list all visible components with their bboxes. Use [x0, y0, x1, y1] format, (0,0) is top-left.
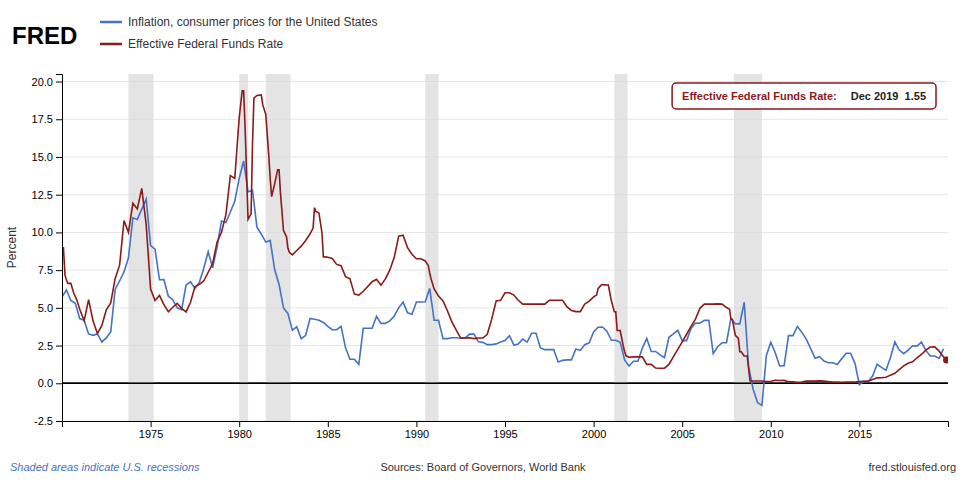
recession-band	[266, 74, 291, 421]
grid-line	[62, 232, 948, 233]
y-tick: 15.0	[32, 151, 62, 163]
x-tick: 2000	[582, 421, 606, 440]
x-tick-mark	[328, 421, 329, 427]
plot-area	[62, 74, 948, 421]
y-tick-mark	[56, 232, 62, 233]
recession-band	[239, 74, 248, 421]
y-tick-label: 10.0	[32, 226, 53, 238]
x-tick: 2005	[670, 421, 694, 440]
legend-swatch	[100, 21, 122, 24]
y-tick-label: 17.5	[32, 113, 53, 125]
tooltip: Effective Federal Funds Rate: Dec 2019 1.…	[672, 83, 936, 109]
x-tick-mark	[151, 421, 152, 427]
x-tick: 1975	[139, 421, 163, 440]
x-tick-label: 1995	[493, 428, 517, 440]
legend-entry: Inflation, consumer prices for the Unite…	[128, 15, 377, 29]
y-axis-title: Percent	[5, 226, 19, 268]
y-tick: 2.5	[38, 340, 62, 352]
title: FRED	[12, 22, 77, 49]
recession-band	[614, 74, 627, 421]
x-tick: 2010	[759, 421, 783, 440]
x-tick: 1995	[493, 421, 517, 440]
grid-line	[62, 307, 948, 308]
x-tick: 1980	[227, 421, 251, 440]
y-tick-label: 2.5	[38, 340, 53, 352]
x-tick-mark	[239, 421, 240, 427]
tooltip-value: Dec 2019 1.55	[851, 90, 926, 102]
grid-line	[62, 81, 948, 82]
footer-note: Shaded areas indicate U.S. recessions	[10, 461, 200, 473]
x-tick-label: 2005	[670, 428, 694, 440]
y-tick-mark	[56, 383, 62, 384]
zero-line	[62, 383, 948, 385]
footer-site: fred.stlouisfed.org	[869, 461, 956, 473]
footer-source: Sources: Board of Governors, World Bank	[380, 461, 586, 473]
grid-line	[62, 119, 948, 120]
y-tick-mark	[56, 308, 62, 309]
y-tick: 17.5	[32, 113, 62, 125]
y-tick-mark	[56, 421, 62, 422]
series-line	[62, 91, 947, 382]
x-tick-label: 1975	[139, 428, 163, 440]
x-tick-mark	[771, 421, 772, 427]
y-tick-mark	[56, 157, 62, 158]
x-tick-mark	[416, 421, 417, 427]
x-axis: 1975 1980 1985 1990 1995 2000 2005 2010 2015	[63, 421, 949, 440]
y-tick: 12.5	[32, 189, 62, 201]
y-tick: 7.5	[38, 264, 62, 276]
x-tick-mark	[859, 421, 860, 427]
legend-entry: Effective Federal Funds Rate	[128, 37, 284, 51]
y-tick-mark	[56, 346, 62, 347]
y-tick: 5.0	[38, 302, 62, 314]
grid-line	[62, 345, 948, 346]
y-tick-label: 12.5	[32, 189, 53, 201]
y-tick-label: -2.5	[34, 415, 53, 427]
y-tick: 0.0	[38, 377, 62, 389]
grid-line	[62, 194, 948, 195]
y-tick-label: 5.0	[38, 302, 53, 314]
x-tick: 1985	[316, 421, 340, 440]
x-tick-mark	[594, 421, 595, 427]
y-tick-mark	[56, 195, 62, 196]
y-tick: 10.0	[32, 226, 62, 238]
x-tick-mark	[505, 421, 506, 427]
chart-container: 1975 1980 1985 1990 1995 2000 2005 2010 2015 -2.5…	[0, 0, 966, 483]
y-tick-label: 0.0	[38, 377, 53, 389]
y-tick: 20.0	[32, 76, 62, 88]
x-tick-label: 2000	[582, 428, 606, 440]
tooltip-box	[672, 83, 936, 109]
y-tick-label: 15.0	[32, 151, 53, 163]
recession-band	[425, 74, 438, 421]
y-tick-mark	[56, 119, 62, 120]
series-line	[62, 161, 944, 405]
x-tick-label: 1980	[227, 428, 251, 440]
y-tick: -2.5	[34, 415, 62, 427]
x-tick-label: 1985	[316, 428, 340, 440]
x-tick-mark	[682, 421, 683, 427]
y-axis: -2.5 0.0 2.5 5.0 7.5 10.0 12.5 15.0 17.5 20.0	[32, 75, 63, 428]
legend: Inflation, consumer prices for the Unite…	[100, 15, 377, 51]
recession-band	[128, 74, 153, 421]
x-tick-label: 1990	[405, 428, 429, 440]
x-tick-label: 2010	[759, 428, 783, 440]
y-tick-mark	[56, 270, 62, 271]
grid-line	[62, 156, 948, 157]
x-tick-label: 2015	[848, 428, 872, 440]
y-tick-label: 7.5	[38, 264, 53, 276]
tooltip-label: Effective Federal Funds Rate:	[682, 90, 837, 102]
x-tick: 1990	[405, 421, 429, 440]
x-axis-line	[63, 422, 949, 428]
grid	[62, 82, 948, 421]
y-tick-label: 20.0	[32, 76, 53, 88]
grid-line	[62, 270, 948, 271]
y-tick-mark	[56, 82, 62, 83]
legend-swatch	[100, 43, 122, 46]
endpoint-dot	[943, 356, 948, 363]
y-axis-line	[56, 75, 63, 422]
zero-line	[62, 383, 948, 385]
x-tick: 2015	[848, 421, 872, 440]
chart-svg: 1975 1980 1985 1990 1995 2000 2005 2010 2015 -2.5…	[0, 0, 966, 483]
